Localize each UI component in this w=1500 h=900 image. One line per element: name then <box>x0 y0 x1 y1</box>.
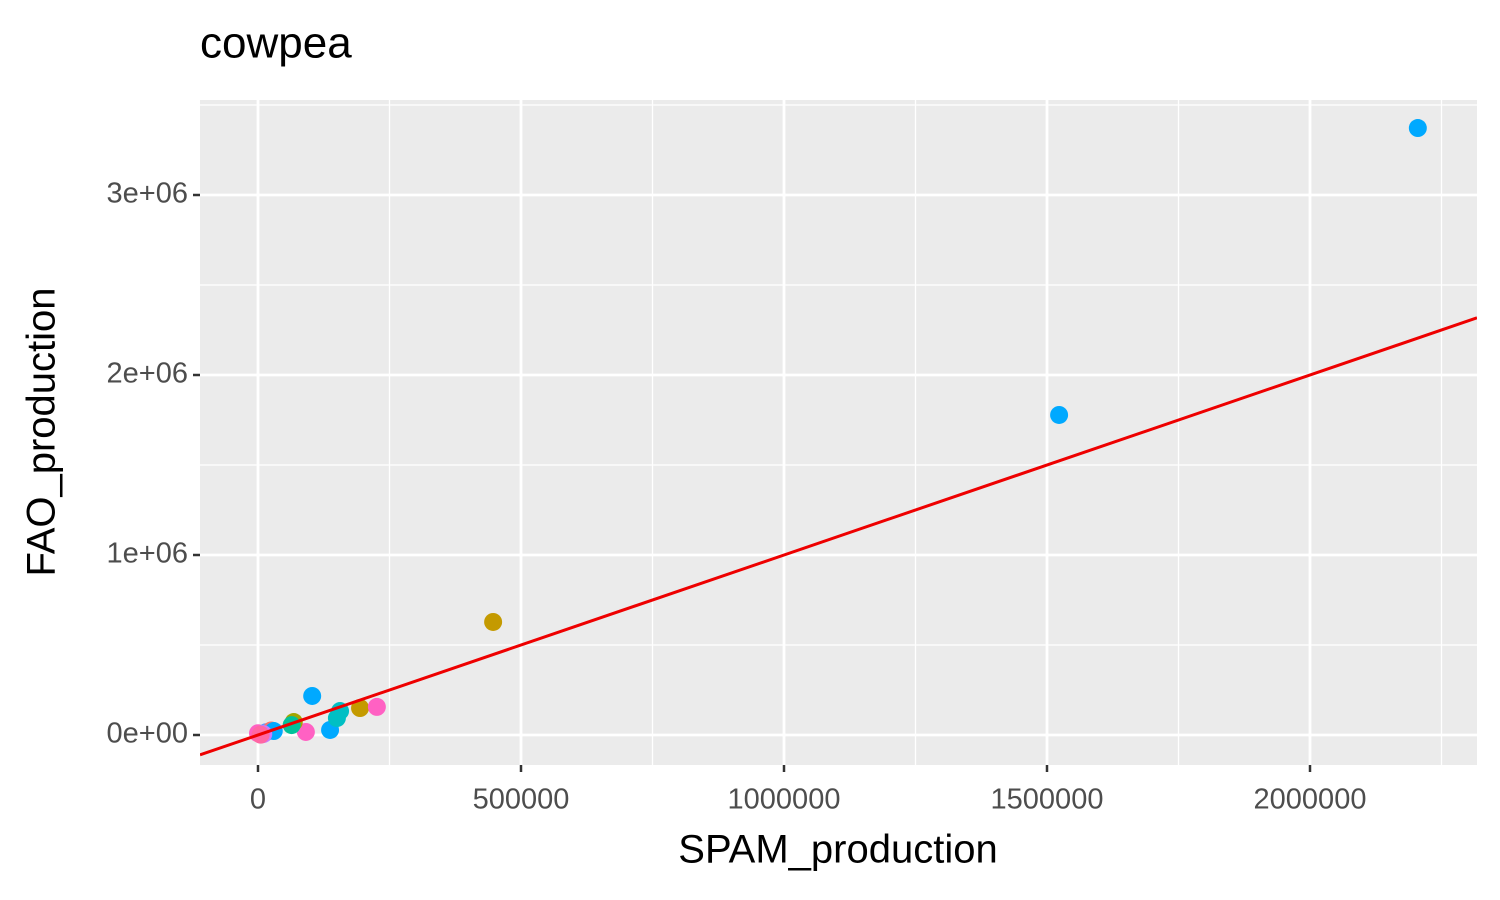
point <box>303 686 322 705</box>
plot-area <box>200 119 1477 757</box>
x-tick-label: 1500000 <box>991 784 1104 816</box>
x-axis-title: SPAM_production <box>678 828 997 872</box>
y-axis-title: FAO_production <box>20 287 64 576</box>
y-tick-label: 3e+06 <box>107 178 188 210</box>
point <box>296 722 315 741</box>
y-tick-label: 1e+06 <box>107 538 188 570</box>
chart-title: cowpea <box>200 19 352 68</box>
x-tick-label: 0 <box>250 784 266 816</box>
point <box>351 698 370 717</box>
reference-line <box>200 316 1477 757</box>
panel <box>200 100 1477 765</box>
y-tick-label: 2e+06 <box>107 358 188 390</box>
point <box>367 697 386 716</box>
x-tick-label: 500000 <box>473 784 570 816</box>
point <box>1050 405 1069 424</box>
point <box>1408 119 1427 138</box>
point <box>484 612 503 631</box>
x-tick-label: 1000000 <box>728 784 841 816</box>
x-tick-label: 2000000 <box>1254 784 1367 816</box>
y-tick-label: 0e+00 <box>107 718 188 750</box>
